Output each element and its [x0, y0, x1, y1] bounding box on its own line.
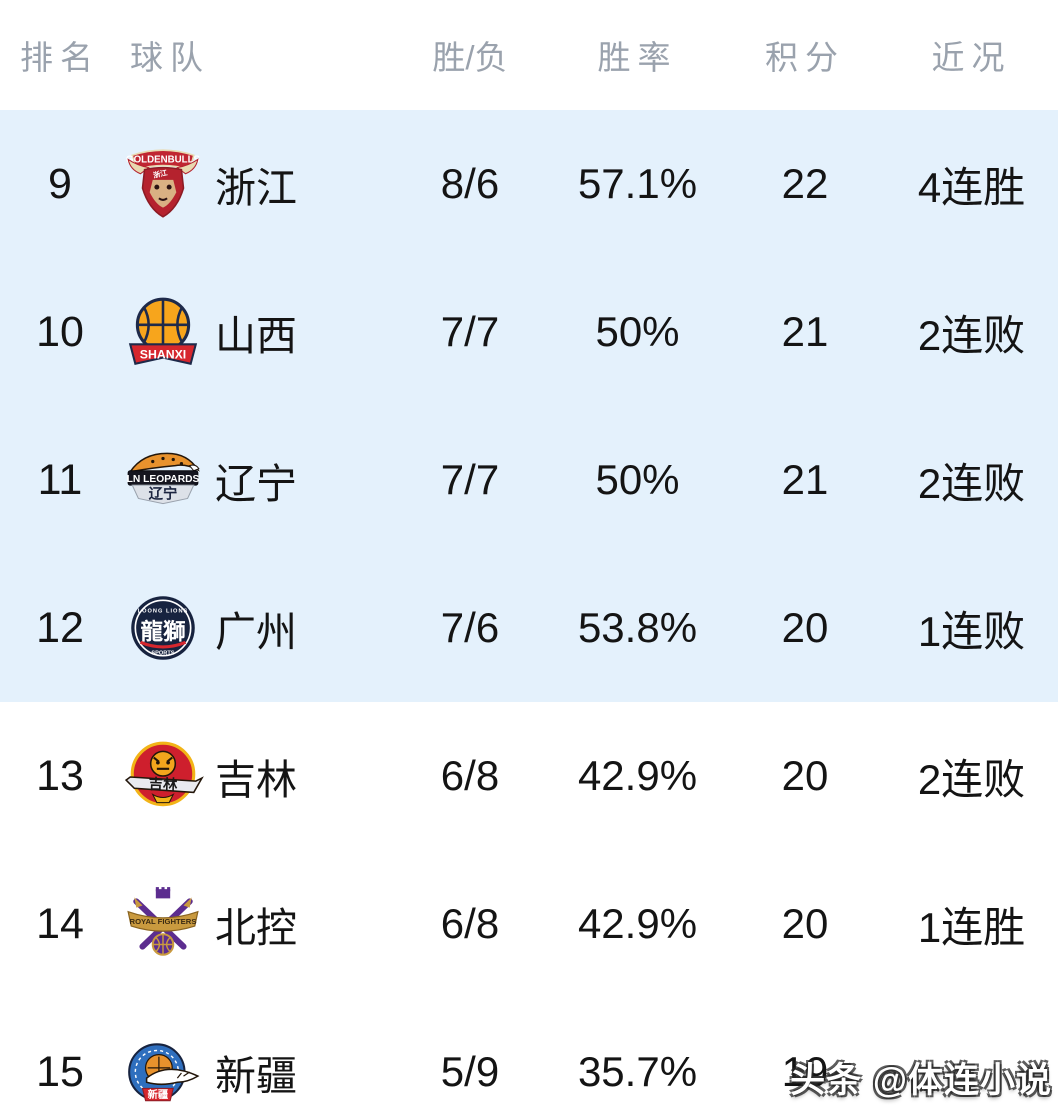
recent-cell: 1连胜 [917, 903, 1026, 951]
header-points: 积分 [765, 39, 845, 76]
header-recent: 近况 [931, 39, 1012, 76]
xinjiang-flyingtigers-logo: 新疆 [120, 1031, 205, 1113]
recent-cell: 2连败 [917, 311, 1026, 359]
points-cell: 21 [781, 456, 829, 503]
points-cell: 19 [781, 1048, 829, 1095]
team-name-cell: 北控 [215, 905, 297, 951]
table-header-row: 排名 球队 胜/负 胜率 积分 近况 [0, 0, 1058, 110]
svg-text:SPORTS: SPORTS [151, 651, 174, 657]
header-win-rate: 胜率 [597, 39, 678, 76]
rank-cell: 12 [36, 603, 84, 652]
svg-text:ROYAL FIGHTERS: ROYAL FIGHTERS [129, 917, 196, 926]
points-cell: 22 [781, 160, 829, 207]
guangzhou-loonglions-logo: LOONG LIONS 龍獅 SPORTS [120, 587, 205, 669]
table-row[interactable]: 15 新疆 新疆 5/9 35.7% 19 [0, 998, 1058, 1113]
team-name-cell: 新疆 [215, 1053, 297, 1099]
recent-cell: 2连败 [917, 459, 1026, 507]
jilin-tigers-logo: 吉林 [120, 735, 205, 817]
svg-text:浙江: 浙江 [152, 168, 169, 180]
svg-text:SHANXI: SHANXI [139, 348, 185, 362]
win-loss-cell: 7/6 [440, 604, 500, 651]
table-row[interactable]: 10 SHANXI 山西 7/7 50% 21 2连败 [0, 258, 1058, 406]
win-loss-cell: 6/8 [440, 900, 500, 947]
rank-cell: 15 [36, 1047, 84, 1096]
team-name-cell: 山西 [215, 313, 297, 359]
win-rate-cell: 53.8% [577, 604, 698, 651]
svg-text:新疆: 新疆 [147, 1088, 168, 1101]
table-row[interactable]: 13 吉林 吉林 6/8 42.9% 20 2连败 [0, 702, 1058, 850]
team-name-cell: 广州 [215, 609, 297, 655]
points-cell: 21 [781, 308, 829, 355]
win-loss-cell: 7/7 [440, 456, 500, 503]
svg-text:辽宁: 辽宁 [148, 484, 177, 502]
shanxi-loongs-logo: SHANXI [120, 291, 205, 373]
rank-cell: 11 [37, 455, 83, 504]
points-cell: 20 [781, 752, 829, 799]
header-team: 球队 [130, 39, 210, 76]
table-row[interactable]: 12 LOONG LIONS 龍獅 SPORTS 广州 7/6 53.8% 20… [0, 554, 1058, 702]
svg-text:LN LEOPARDS: LN LEOPARDS [126, 474, 199, 485]
recent-cell: 4连胜 [917, 163, 1026, 211]
liaoning-leopards-logo: LN LEOPARDS 辽宁 [120, 439, 205, 521]
svg-text:GOLDENBULLS: GOLDENBULLS [126, 154, 200, 165]
win-rate-cell: 35.7% [577, 1048, 698, 1095]
svg-text:吉林: 吉林 [148, 775, 178, 794]
win-loss-cell: 6/8 [440, 752, 500, 799]
recent-cell: 1连败 [917, 607, 1026, 655]
header-rank: 排名 [20, 39, 100, 76]
table-row[interactable]: 9 GOLDENBULLS 浙江 浙江 8/6 57.1% 22 4连胜 [0, 110, 1058, 258]
recent-cell: 2连败 [917, 755, 1026, 803]
zhejiang-goldenbulls-logo: GOLDENBULLS 浙江 [120, 143, 205, 225]
header-win-loss: 胜/负 [432, 39, 508, 76]
svg-text:龍獅: 龍獅 [140, 618, 185, 644]
win-loss-cell: 8/6 [440, 160, 500, 207]
team-name-cell: 吉林 [215, 757, 297, 803]
table-row[interactable]: 14 ROYAL FIGHTERS 北控 6/8 42.9% 20 1连胜 [0, 850, 1058, 998]
win-rate-cell: 50% [595, 456, 680, 503]
svg-text:LOONG LIONS: LOONG LIONS [137, 609, 188, 615]
beikong-royalfighters-logo: ROYAL FIGHTERS [120, 883, 205, 965]
team-name-cell: 辽宁 [215, 461, 297, 507]
points-cell: 20 [781, 900, 829, 947]
win-rate-cell: 57.1% [577, 160, 698, 207]
win-rate-cell: 42.9% [577, 900, 698, 947]
points-cell: 20 [781, 604, 829, 651]
win-rate-cell: 42.9% [577, 752, 698, 799]
rank-cell: 10 [36, 307, 84, 356]
rank-cell: 13 [36, 751, 84, 800]
rank-cell: 9 [48, 159, 72, 208]
rank-cell: 14 [36, 899, 84, 948]
win-loss-cell: 7/7 [440, 308, 500, 355]
win-loss-cell: 5/9 [440, 1048, 500, 1095]
table-row[interactable]: 11 LN LEOPARDS 辽宁 辽宁 7/7 50% 21 2连败 [0, 406, 1058, 554]
team-name-cell: 浙江 [215, 165, 297, 211]
win-rate-cell: 50% [595, 308, 680, 355]
